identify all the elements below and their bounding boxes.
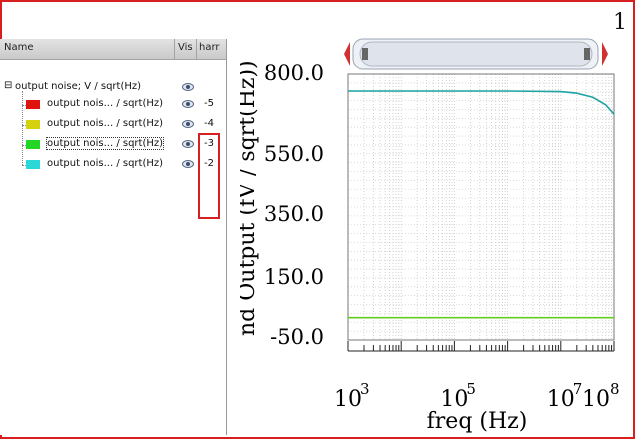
scroll-handle-right[interactable]: [584, 48, 590, 60]
y-tick-label: 550.0: [264, 142, 324, 166]
scroll-right-arrow[interactable]: [602, 42, 608, 66]
zoom-scrollbar[interactable]: [344, 38, 608, 70]
x-tick-label: 103: [334, 380, 370, 412]
eye-icon[interactable]: [182, 83, 194, 91]
corner-number: 1: [613, 10, 627, 35]
y-tick-label: 150.0: [264, 265, 324, 289]
series-color-swatch[interactable]: [26, 160, 40, 169]
plot-border: [347, 73, 615, 341]
series-color-swatch[interactable]: [26, 100, 40, 109]
column-name[interactable]: Name: [4, 42, 34, 53]
tree-item-label[interactable]: output nois... / sqrt(Hz): [47, 98, 164, 109]
column-harmonic[interactable]: harr: [199, 42, 220, 53]
eye-icon[interactable]: [182, 160, 194, 168]
tree-item-label[interactable]: output nois... / sqrt(Hz): [47, 158, 164, 169]
x-tick-label: 10 8: [582, 380, 620, 412]
x-tick-exponent: 5: [466, 380, 476, 398]
column-vis[interactable]: Vis: [178, 42, 193, 53]
x-axis-label: freq (Hz): [427, 409, 528, 434]
x-tick-exponent: 7: [573, 380, 583, 398]
harmonic-value: -2: [204, 158, 214, 169]
series-line: [348, 90, 615, 115]
eye-icon[interactable]: [182, 120, 194, 128]
svg-text:10: 10: [440, 387, 468, 412]
tree-item-label[interactable]: output nois... / sqrt(Hz): [45, 137, 165, 150]
harmonic-highlight-box: [198, 133, 220, 219]
harmonic-value: -5: [204, 98, 214, 109]
y-tick-label: -50.0: [270, 325, 324, 349]
harmonic-value: -4: [204, 118, 214, 129]
eye-icon[interactable]: [182, 140, 194, 148]
scroll-left-arrow[interactable]: [344, 42, 350, 66]
x-tick-label: 105: [440, 380, 476, 412]
svg-text:10: 10: [334, 387, 362, 412]
harmonic-value: -3: [204, 138, 214, 149]
x-tick-exponent: 3: [360, 380, 370, 398]
svg-text:10: 10: [582, 387, 610, 412]
y-tick-label: 350.0: [264, 202, 324, 226]
eye-icon[interactable]: [182, 100, 194, 108]
series-color-swatch[interactable]: [26, 120, 40, 129]
tree-item-label[interactable]: output nois... / sqrt(Hz): [47, 118, 164, 129]
y-tick-label: 800.0: [264, 61, 324, 85]
series-color-swatch[interactable]: [26, 140, 40, 149]
x-tick-exponent: 8: [610, 380, 620, 398]
y-axis-label: nd Output (fV / sqrt(Hz)): [240, 60, 260, 336]
collapse-icon[interactable]: ⊟: [4, 80, 13, 91]
trace-panel: Name Vis harr ⊟ output noise; V / sqrt(H…: [0, 39, 227, 435]
svg-text:10: 10: [547, 387, 575, 412]
tree-root-label[interactable]: output noise; V / sqrt(Hz): [15, 81, 142, 92]
column-header: Name Vis harr: [0, 39, 226, 60]
x-tick-label: 107: [547, 380, 583, 412]
scroll-handle-left[interactable]: [362, 48, 368, 60]
